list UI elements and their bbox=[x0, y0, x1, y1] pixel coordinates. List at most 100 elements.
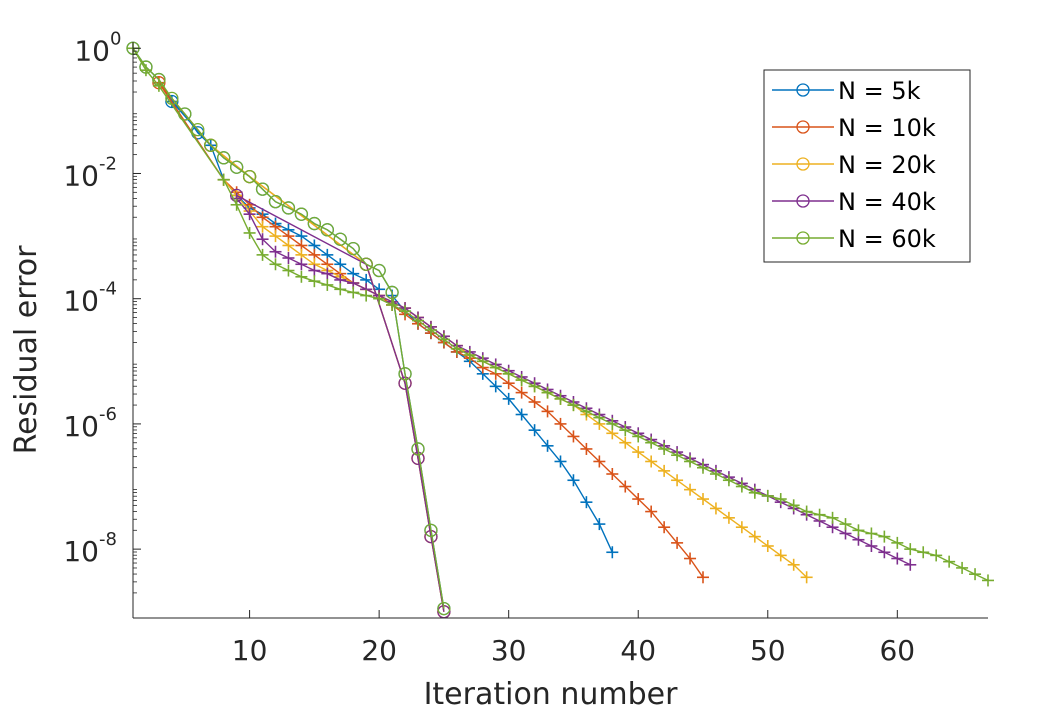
series-n-40k-circle-line bbox=[236, 194, 445, 612]
series-n-60k-circle-marker bbox=[255, 182, 270, 196]
series-n-60k-plus-marker bbox=[321, 278, 334, 291]
series-n-5k-plus-marker bbox=[489, 380, 502, 393]
series-n-60k-circle-marker bbox=[398, 367, 412, 381]
series-n-60k-plus-marker bbox=[956, 561, 969, 574]
series-n-20k-plus-marker bbox=[709, 502, 722, 515]
series-n-60k-plus-marker bbox=[606, 417, 619, 430]
legend-entry-n-40k: N = 40k bbox=[772, 188, 936, 216]
series-n-60k-plus-marker bbox=[139, 64, 152, 77]
series-n-60k-circle-marker bbox=[191, 123, 205, 137]
series-n-10k-plus-marker bbox=[645, 505, 658, 518]
y-tick-exponent: 0 bbox=[110, 28, 121, 49]
x-tick-label: 60 bbox=[879, 634, 915, 667]
series-n-20k-plus-marker bbox=[761, 540, 774, 552]
series-n-60k-plus-marker bbox=[360, 289, 373, 302]
series-n-60k-circle-marker bbox=[385, 285, 399, 300]
series-n-60k-circle-marker bbox=[346, 241, 360, 256]
series-n-60k-plus-marker bbox=[515, 374, 528, 387]
series-n-60k-plus-marker bbox=[256, 248, 269, 261]
x-tick-label: 30 bbox=[491, 634, 527, 667]
series-n-10k-plus-marker bbox=[619, 480, 632, 493]
series-n-60k-circle-marker bbox=[294, 207, 309, 221]
series-n-20k-plus-marker bbox=[787, 558, 800, 571]
series-n-20k-plus-marker bbox=[774, 549, 787, 562]
series-n-20k-plus-marker bbox=[632, 446, 645, 459]
series-n-60k-circle-marker bbox=[424, 523, 438, 537]
series-n-60k-plus-marker bbox=[593, 411, 606, 424]
series-n-60k-plus-marker bbox=[580, 405, 593, 418]
series-n-10k-plus-marker bbox=[697, 571, 709, 584]
series-n-60k-plus-marker bbox=[282, 264, 295, 277]
series-n-60k-circle-line bbox=[132, 47, 445, 609]
series-n-10k-plus-marker bbox=[671, 536, 684, 549]
series-n-60k-circle-marker bbox=[139, 60, 153, 74]
series-n-60k-plus-marker bbox=[684, 455, 697, 468]
series-n-60k-plus-marker bbox=[334, 283, 347, 296]
series-n-60k-plus-marker bbox=[567, 399, 580, 412]
series-n-60k-circle-marker bbox=[372, 263, 386, 278]
legend-marker bbox=[796, 194, 810, 208]
series-n-5k-plus-marker bbox=[606, 546, 619, 559]
series-n-60k-plus-marker bbox=[386, 298, 399, 311]
series-n-60k-plus-marker bbox=[308, 275, 321, 288]
series-n-60k-plus-marker bbox=[878, 530, 891, 543]
series-n-10k-plus-marker bbox=[515, 386, 528, 399]
series-n-5k-plus-marker bbox=[593, 518, 606, 531]
series-n-60k-plus-marker bbox=[412, 314, 424, 327]
series-n-20k-plus-marker bbox=[256, 220, 269, 233]
series-n-60k-plus-marker bbox=[697, 461, 709, 474]
y-tick-base: 10 bbox=[63, 535, 99, 568]
series-n-60k-plus-marker bbox=[528, 380, 541, 393]
series-n-60k-circle-marker bbox=[152, 72, 166, 87]
series-n-60k-plus-marker bbox=[969, 568, 982, 581]
series-n-60k-plus-marker bbox=[217, 173, 230, 186]
series-n-60k-plus-marker bbox=[800, 505, 813, 518]
series-n-20k-plus-marker bbox=[800, 571, 813, 584]
legend-label: N = 5k bbox=[838, 77, 921, 105]
series-n-60k-circle-marker bbox=[320, 223, 334, 237]
series-n-10k-plus-marker bbox=[684, 552, 697, 565]
series-n-60k-plus-marker bbox=[774, 493, 787, 506]
series-n-60k-plus-marker bbox=[295, 270, 308, 283]
series-n-60k-plus-marker bbox=[645, 436, 658, 449]
series-n-60k-circle-marker bbox=[268, 195, 283, 209]
series-n-60k-plus-marker bbox=[658, 442, 671, 455]
legend-entry-n-20k: N = 20k bbox=[772, 151, 936, 179]
series-n-60k-plus-marker bbox=[463, 349, 476, 362]
series-n-60k-plus-marker bbox=[619, 424, 632, 437]
series-n-60k-plus-marker bbox=[709, 468, 722, 480]
legend-label: N = 40k bbox=[838, 188, 936, 216]
series-n-60k-plus-marker bbox=[502, 367, 515, 380]
series-n-20k-plus-marker bbox=[619, 436, 632, 449]
series-n-60k-circle-marker bbox=[229, 160, 244, 174]
series-n-60k-circle-marker bbox=[217, 151, 231, 165]
series-n-60k-plus-marker bbox=[554, 392, 567, 405]
series-n-20k-plus-marker bbox=[282, 239, 295, 252]
series-n-40k-plus-marker bbox=[878, 546, 891, 559]
x-tick-label: 40 bbox=[620, 634, 656, 667]
series-n-60k-plus-marker bbox=[904, 543, 917, 556]
series-n-20k-plus-marker bbox=[748, 530, 761, 543]
series-n-60k-plus-marker bbox=[917, 546, 930, 559]
series-n-60k-plus-marker bbox=[243, 226, 256, 239]
series-n-20k-plus-marker bbox=[671, 474, 684, 487]
legend-entry-n-60k: N = 60k bbox=[772, 225, 936, 253]
series-n-60k-plus-marker bbox=[269, 258, 282, 271]
series-n-40k-plus-marker bbox=[321, 267, 334, 280]
series-n-60k-plus-marker bbox=[450, 342, 463, 355]
y-tick-label: 10 -2 bbox=[63, 153, 117, 192]
series-n-60k-plus-marker bbox=[865, 527, 878, 540]
series-n-60k-circle-marker bbox=[281, 201, 296, 215]
series-n-60k-plus-marker bbox=[891, 536, 904, 549]
series-n-60k-plus-marker bbox=[230, 198, 243, 211]
legend-label: N = 20k bbox=[838, 151, 936, 179]
y-tick-exponent: -6 bbox=[99, 404, 117, 425]
series-n-40k-plus-marker bbox=[269, 245, 282, 258]
series-n-60k-circle-marker bbox=[411, 442, 425, 456]
y-tick-label: 10 -6 bbox=[63, 404, 117, 443]
y-tick-label: 10 0 bbox=[74, 28, 121, 67]
series-n-40k-plus-marker bbox=[256, 233, 269, 246]
series-n-60k-plus-marker bbox=[722, 474, 735, 487]
